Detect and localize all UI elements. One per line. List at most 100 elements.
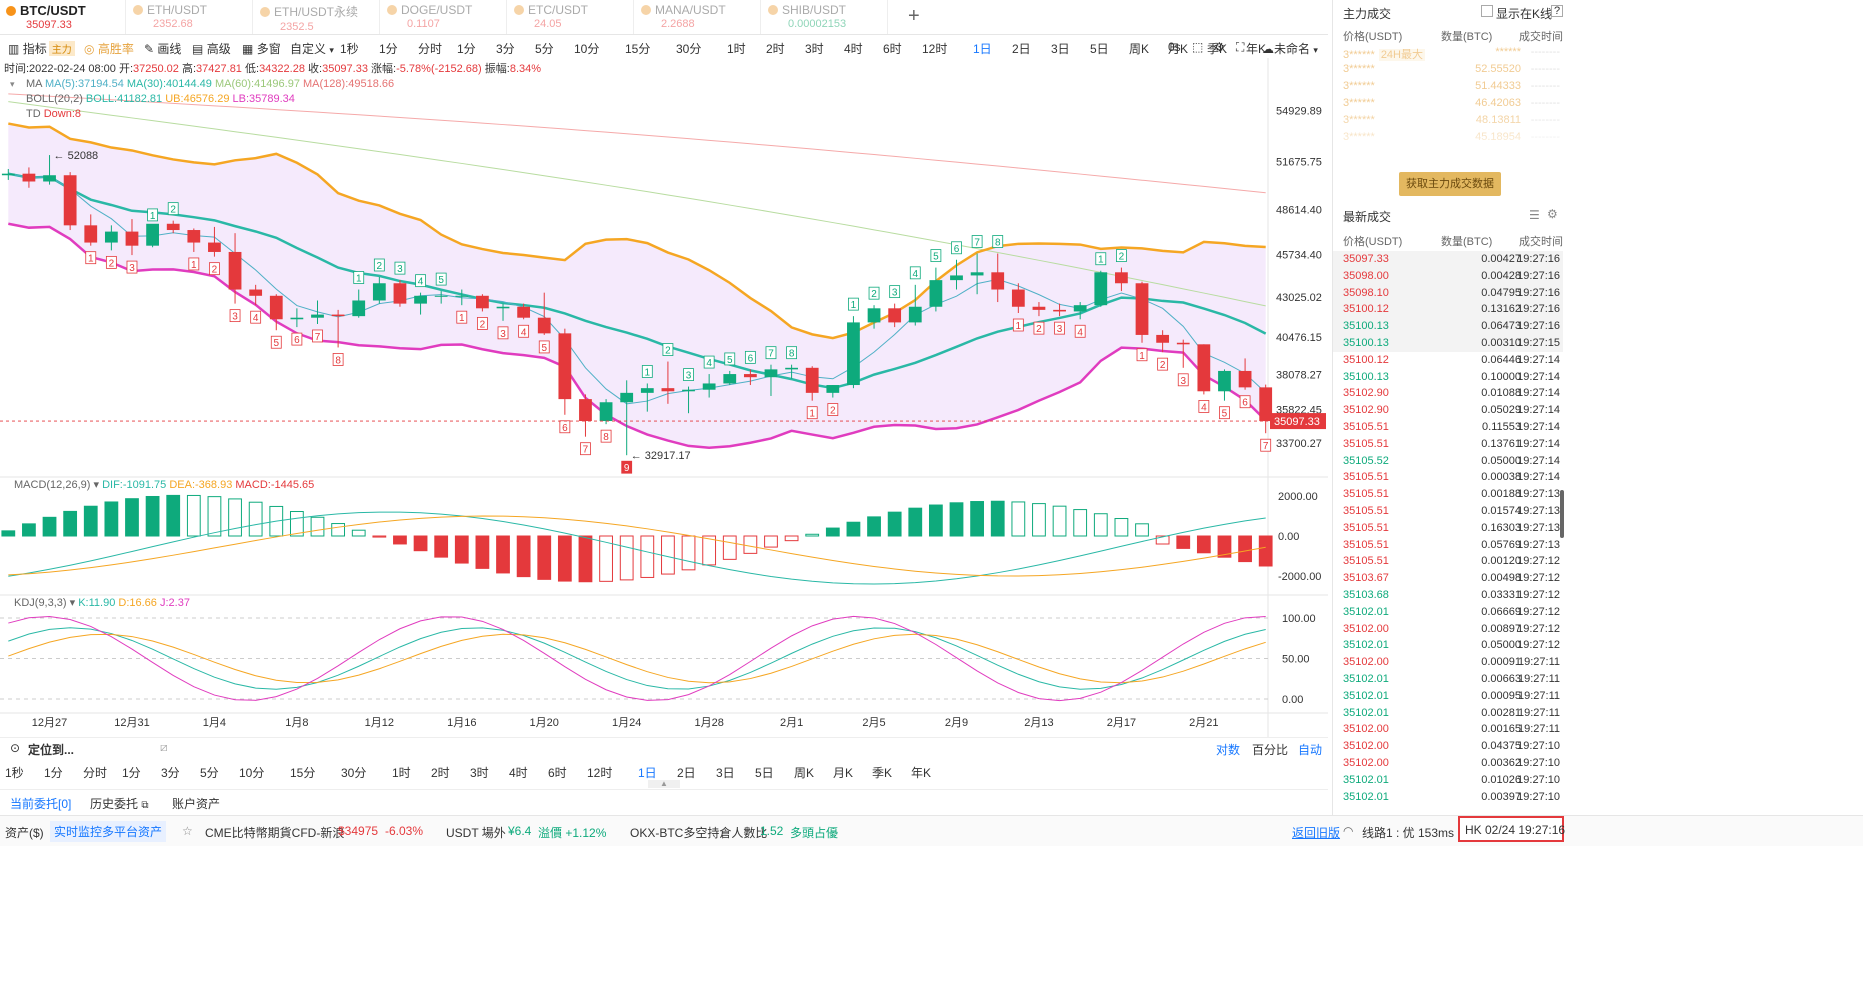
bottom-interval-option[interactable]: 周K	[794, 766, 815, 780]
old-version-link[interactable]: 返回旧版	[1292, 826, 1341, 840]
td-sell-marker	[435, 272, 447, 286]
settings-icon[interactable]: ⚙	[1547, 207, 1558, 221]
bottom-interval-option[interactable]: 6时	[548, 766, 567, 780]
interval-option[interactable]: 年K	[1246, 42, 1267, 56]
list-filter-icon[interactable]: ☰	[1529, 208, 1540, 222]
scrollbar-thumb[interactable]	[1560, 490, 1564, 538]
interval-option[interactable]: 12时	[922, 42, 948, 56]
symbol-tab[interactable]: SHIB/USDT 0.00002153	[762, 0, 888, 34]
td-buy-count: 8	[335, 355, 341, 366]
interval-option[interactable]: 3日	[1051, 42, 1070, 56]
help-icon[interactable]: ?	[1551, 5, 1563, 17]
interval-option[interactable]: 15分	[625, 42, 651, 56]
interval-option[interactable]: 6时	[883, 42, 902, 56]
log-scale-toggle[interactable]: 对数	[1216, 743, 1241, 757]
bottom-interval-option[interactable]: 3日	[716, 766, 735, 780]
interval-option[interactable]: 5分	[535, 42, 554, 56]
interval-option[interactable]: 3时	[805, 42, 824, 56]
bottom-interval-option[interactable]: 1秒	[5, 766, 24, 780]
interval-option[interactable]: 周K	[1129, 42, 1150, 56]
layout-save-button[interactable]: ☁未命名 ▾	[1262, 40, 1318, 57]
locate-button[interactable]: 定位到...	[28, 743, 75, 757]
indicators-button[interactable]: ▥ 指标 主力	[8, 40, 75, 57]
interval-option[interactable]: 1分	[379, 42, 398, 56]
interval-option[interactable]: 季K	[1207, 42, 1228, 56]
interval-option[interactable]: 4时	[844, 42, 863, 56]
interval-option[interactable]: 1日	[973, 42, 992, 56]
tab-account-assets[interactable]: 账户资产	[172, 797, 221, 811]
tab-history-orders[interactable]: 历史委托 ⧉	[90, 795, 149, 812]
win-rate-button[interactable]: ◎ 高胜率	[84, 40, 134, 57]
bottom-interval-option[interactable]: 10分	[239, 766, 265, 780]
bottom-interval-option[interactable]: 1时	[392, 766, 411, 780]
indicator-value: MA(5):37194.54	[45, 78, 127, 90]
bottom-interval-option[interactable]: 4时	[509, 766, 528, 780]
interval-option[interactable]: 10分	[574, 42, 600, 56]
bottom-interval-option[interactable]: 年K	[911, 766, 932, 780]
candle-body	[991, 272, 1005, 290]
tab-current-orders[interactable]: 当前委托[0]	[10, 795, 72, 817]
trade-price: 3******	[1343, 63, 1375, 75]
symbol-tab[interactable]: ETH/USDT永续 2352.5	[254, 0, 380, 34]
trade-row: 35100.12 0.06446 19:27:14	[1333, 352, 1563, 369]
trade-row: 35105.51 0.05769 19:27:13	[1333, 537, 1563, 554]
bottom-interval-option[interactable]: 1分	[44, 766, 63, 780]
interval-option[interactable]: 1时	[727, 42, 746, 56]
symbol-tab[interactable]: ETC/USDT 24.05	[508, 0, 634, 34]
add-tab-icon[interactable]: +	[908, 5, 920, 27]
bottom-interval-option[interactable]: 分时	[83, 766, 108, 780]
interval-option[interactable]: 2日	[1012, 42, 1031, 56]
bottom-interval-option[interactable]: 3时	[470, 766, 489, 780]
interval-option[interactable]: 分时	[418, 42, 443, 56]
bottom-interval-option[interactable]: 月K	[833, 766, 854, 780]
bottom-interval-option[interactable]: 季K	[872, 766, 893, 780]
candle-body	[393, 283, 407, 304]
bottom-interval-option[interactable]: 15分	[290, 766, 316, 780]
interval-option[interactable]: 月K	[1168, 42, 1189, 56]
bottom-interval-option[interactable]: 1分	[122, 766, 141, 780]
interval-option[interactable]: 1秒	[340, 42, 359, 56]
monitor-assets-button[interactable]: 实时监控多平台资产	[50, 821, 167, 842]
indicator-info-line: TD Down:8	[26, 108, 81, 120]
bottom-interval-option[interactable]: 2日	[677, 766, 696, 780]
interval-option[interactable]: 1分	[457, 42, 476, 56]
symbol-tab[interactable]: BTC/USDT 35097.33	[0, 0, 126, 34]
symbol-tab[interactable]: ETH/USDT 2352.68	[127, 0, 253, 34]
bottom-interval-option[interactable]: 3分	[161, 766, 180, 780]
pin-icon[interactable]: ☆	[182, 824, 193, 838]
screenshot-icon[interactable]: ⬚	[1192, 40, 1204, 54]
fetch-main-trades-button[interactable]: 获取主力成交数据	[1399, 172, 1501, 196]
kdj-value: K:11.90	[78, 597, 118, 609]
bottom-interval-option[interactable]: 12时	[587, 766, 613, 780]
macd-bar	[722, 535, 737, 560]
bottom-interval-option[interactable]: 30分	[341, 766, 367, 780]
collapse-handle[interactable]: ▲	[648, 780, 680, 788]
auto-scale-toggle[interactable]: 自动	[1298, 743, 1323, 757]
trade-row: 35100.12 0.13162 19:27:16	[1333, 301, 1563, 319]
interval-option[interactable]: 30分	[676, 42, 702, 56]
custom-interval-button[interactable]: 自定义 ▾	[290, 40, 334, 57]
trade-price: 35105.51	[1343, 555, 1389, 568]
multi-window-button[interactable]: ▦ 多窗	[242, 40, 281, 57]
date-tick: 1月4	[203, 717, 226, 729]
kline-chart[interactable]: 54929.89 51675.75 48614.40 45734.40 43025.02…	[0, 58, 1328, 738]
bottom-interval-option[interactable]: 2时	[431, 766, 450, 780]
interval-option[interactable]: 2时	[766, 42, 785, 56]
edit-icon[interactable]: ⧄	[160, 740, 168, 754]
percent-scale-toggle[interactable]: 百分比	[1252, 743, 1289, 757]
bottom-interval-option[interactable]: 5日	[755, 766, 774, 780]
advanced-button[interactable]: ▤ 高级	[192, 40, 231, 57]
bottom-interval-option[interactable]: 1日	[638, 766, 657, 780]
fullscreen-icon[interactable]: ⛶	[1236, 40, 1245, 54]
symbol-tab[interactable]: MANA/USDT 2.2688	[635, 0, 761, 34]
bottom-interval-option[interactable]: 5分	[200, 766, 219, 780]
interval-option[interactable]: 5日	[1090, 42, 1109, 56]
symbol-tab[interactable]: DOGE/USDT 0.1107	[381, 0, 507, 34]
candle-body	[1032, 306, 1046, 310]
interval-option[interactable]: 3分	[496, 42, 515, 56]
td-sell-marker	[662, 343, 674, 356]
draw-button[interactable]: ✎ 画线	[144, 40, 181, 57]
show-in-k-checkbox[interactable]	[1481, 5, 1493, 17]
settings-icon[interactable]: ⚙	[1214, 40, 1225, 54]
line-status[interactable]: 线路1 : 优 153ms	[1362, 826, 1455, 840]
